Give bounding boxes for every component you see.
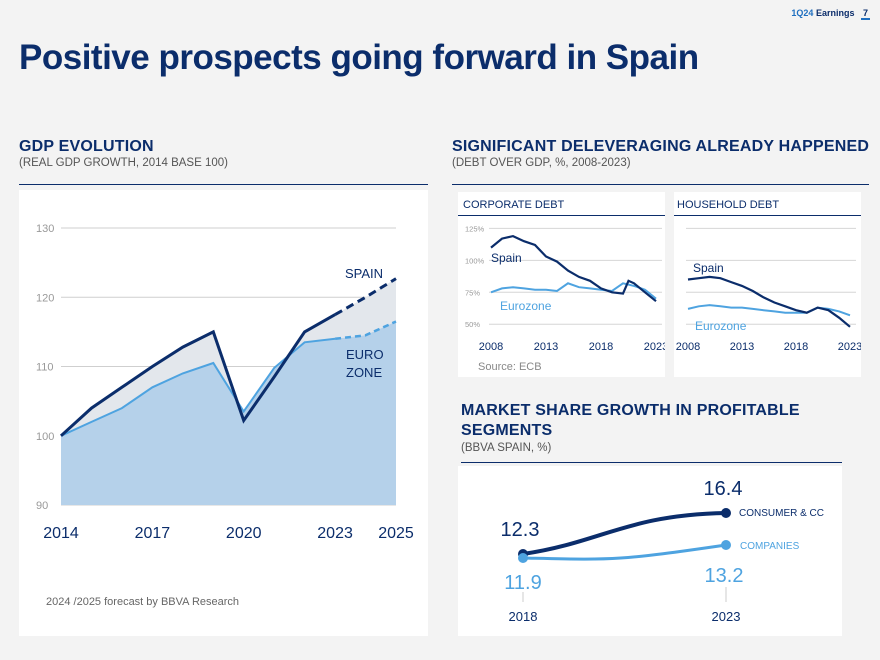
household-title: HOUSEHOLD DEBT	[677, 199, 780, 211]
market-panel: 12.3 16.4 11.9 13.2 CONSUMER & CC COMPANIES 20…	[458, 466, 842, 636]
gdp-x-tick-label: 2020	[226, 525, 262, 542]
corporate-panel: CORPORATE DEBT 50% 75% 100% 125% 2008 2013 201…	[458, 192, 665, 377]
report-period: 1Q24	[791, 8, 814, 18]
consumer-cc-label: CONSUMER & CC	[739, 508, 824, 519]
corporate-spain-label: Spain	[491, 251, 522, 265]
companies-line	[522, 543, 727, 561]
gdp-x-tick-label: 2014	[43, 525, 79, 542]
gdp-subtitle: (REAL GDP GROWTH, 2014 BASE 100)	[19, 157, 228, 169]
corp-y-tick-label: 100%	[465, 256, 485, 265]
gdp-rule	[19, 184, 428, 185]
delev-rule	[452, 184, 869, 185]
market-subtitle: (BBVA SPAIN, %)	[461, 442, 552, 454]
corporate-eurozone-line	[490, 282, 657, 300]
consumer-cc-point	[721, 508, 731, 518]
hh-x-tick-label: 2013	[730, 341, 754, 353]
household-chart: 2008 2013 2018 2023 Spain Eurozone	[676, 227, 861, 353]
gdp-x-tick-label: 2025	[378, 525, 414, 542]
household-rule	[674, 215, 861, 216]
household-spain-label: Spain	[693, 261, 724, 275]
page-header: 1Q24 Earnings 7	[791, 8, 870, 20]
consumer-cc-line	[522, 511, 727, 556]
gdp-spain-label: SPAIN	[345, 266, 383, 281]
gdp-footnote: 2024 /2025 forecast by BBVA Research	[46, 596, 239, 608]
corporate-title: CORPORATE DEBT	[463, 199, 565, 211]
market-rule	[461, 462, 842, 463]
gdp-x-tick-label: 2017	[135, 525, 171, 542]
corporate-rule	[458, 215, 665, 216]
page-number: 7	[860, 8, 870, 20]
gdp-x-tick-label: 2023	[317, 525, 353, 542]
gdp-y-tick-label: 120	[36, 292, 54, 304]
companies-value-2023: 13.2	[705, 565, 744, 587]
corp-y-tick-label: 50%	[465, 320, 480, 329]
hh-x-tick-label: 2008	[676, 341, 700, 353]
gdp-y-tick-label: 130	[36, 223, 54, 235]
gdp-euro-label-1: EURO	[346, 347, 384, 362]
page-title: Positive prospects going forward in Spai…	[19, 38, 699, 77]
corp-y-tick-label: 125%	[465, 224, 485, 233]
gdp-spain-line	[59, 313, 336, 437]
gdp-y-tick-label: 100	[36, 431, 54, 443]
corp-x-tick-label: 2023	[644, 341, 665, 353]
market-share-chart: 12.3 16.4 11.9 13.2 CONSUMER & CC COMPANIES 20…	[501, 478, 824, 624]
corp-x-tick-label: 2013	[534, 341, 558, 353]
gdp-euro-area	[61, 321, 396, 505]
household-eurozone-label: Eurozone	[695, 319, 747, 333]
delev-title: SIGNIFICANT DELEVERAGING ALREADY HAPPENE…	[452, 138, 870, 155]
hh-x-tick-label: 2023	[838, 341, 861, 353]
gdp-title: GDP EVOLUTION	[19, 138, 154, 155]
report-section: Earnings	[815, 8, 855, 18]
corp-x-tick-label: 2008	[479, 341, 503, 353]
consumer-cc-value-2018: 12.3	[501, 519, 540, 541]
corp-x-tick-label: 2018	[589, 341, 613, 353]
market-x-tick-label: 2023	[712, 609, 741, 624]
companies-point	[518, 553, 528, 563]
corp-y-tick-label: 75%	[465, 288, 480, 297]
gdp-spain-forecast-line	[334, 277, 397, 316]
companies-value-2018: 11.9	[504, 572, 541, 594]
gdp-chart: 90 100 110 120 130 2014 2017 2020 2023 2025 SPAIN…	[36, 223, 414, 608]
consumer-cc-value-2023: 16.4	[704, 478, 743, 500]
gdp-panel: 90 100 110 120 130 2014 2017 2020 2023 2025 SPAIN…	[19, 190, 428, 636]
companies-point	[721, 540, 731, 550]
household-spain-line	[687, 275, 851, 328]
gdp-y-tick-label: 90	[36, 500, 48, 512]
source-note: Source: ECB	[478, 361, 542, 373]
market-x-tick-label: 2018	[509, 609, 538, 624]
delev-subtitle: (DEBT OVER GDP, %, 2008-2023)	[452, 157, 631, 169]
market-title-line1: MARKET SHARE GROWTH IN PROFITABLE	[461, 402, 800, 419]
hh-x-tick-label: 2018	[784, 341, 808, 353]
household-panel: HOUSEHOLD DEBT 2008 2013 2018 2023 Spain Eu…	[674, 192, 861, 377]
companies-label: COMPANIES	[740, 541, 800, 552]
gdp-y-tick-label: 110	[36, 362, 54, 374]
corporate-spain-line	[490, 234, 657, 303]
market-title-line2: SEGMENTS	[461, 422, 553, 439]
gdp-euro-label-2: ZONE	[346, 365, 382, 380]
corporate-eurozone-label: Eurozone	[500, 299, 552, 313]
gdp-euro-forecast-line	[334, 320, 397, 341]
corporate-chart: 50% 75% 100% 125% 2008 2013 2018 2023 Spain Eur…	[465, 224, 665, 373]
